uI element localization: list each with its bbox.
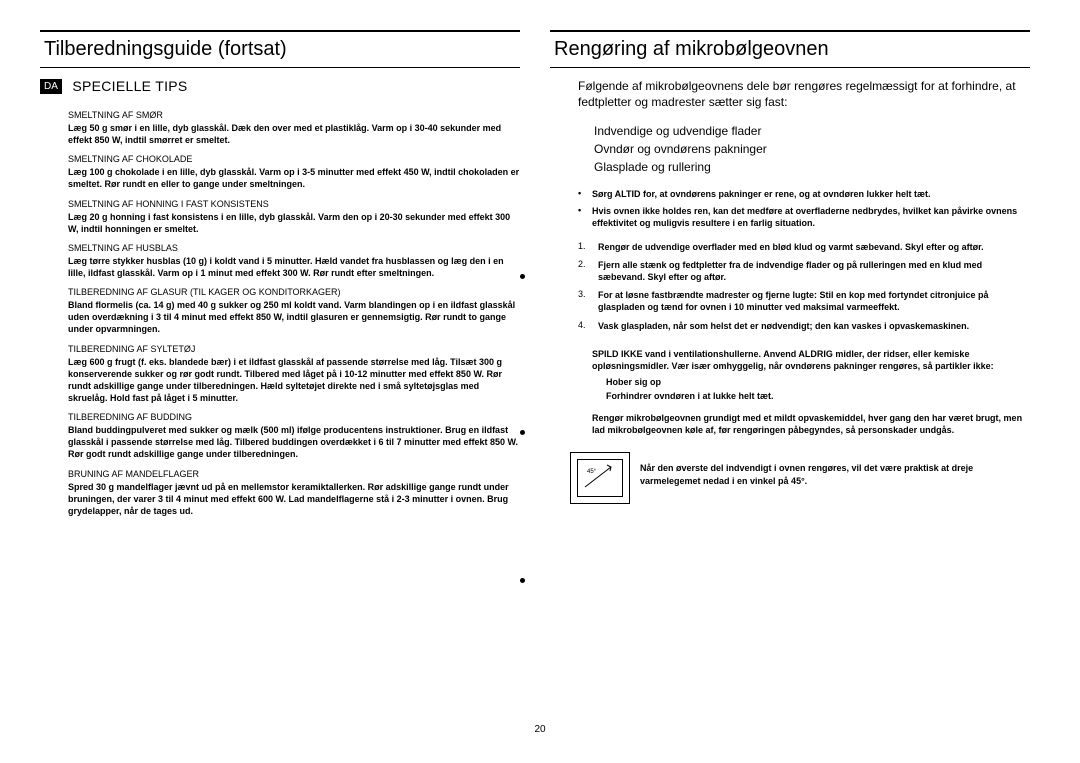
step-item: 3.For at løsne fastbrændte madrester og … xyxy=(550,289,1030,313)
warning-sublist: Hober sig op Forhindrer ovndøren i at luk… xyxy=(550,374,1030,402)
note-text: Når den øverste del indvendigt i ovnen r… xyxy=(640,452,1030,486)
bullet-text: Sørg ALTID for, at ovndørens pakninger e… xyxy=(592,188,931,200)
page-number: 20 xyxy=(534,724,545,735)
tip-subheading: SMELTNING AF HUSBLAS xyxy=(40,243,520,253)
surface-item: Ovndør og ovndørens pakninger xyxy=(594,140,1030,158)
right-title-bar: Rengøring af mikrobølgeovnen xyxy=(550,30,1030,68)
left-column: Tilberedningsguide (fortsat) DA SPECIELL… xyxy=(40,30,520,700)
margin-dot xyxy=(520,430,525,435)
step-number: 1. xyxy=(578,241,598,253)
spill-warning: SPILD IKKE vand i ventilationshullerne. … xyxy=(550,348,1030,372)
bullet-item: •Sørg ALTID for, at ovndørens pakninger … xyxy=(550,188,1030,200)
left-title-bar: Tilberedningsguide (fortsat) xyxy=(40,30,520,68)
margin-dot xyxy=(520,578,525,583)
step-item: 1.Rengør de udvendige overflader med en … xyxy=(550,241,1030,253)
right-column: Rengøring af mikrobølgeovnen Følgende af… xyxy=(550,30,1030,700)
tip-body: Læg 100 g chokolade i en lille, dyb glas… xyxy=(40,166,520,190)
step-text: Vask glaspladen, når som helst det er nø… xyxy=(598,320,969,332)
note-row: 45° Når den øverste del indvendigt i ovn… xyxy=(550,452,1030,504)
warning-sub-item: Hober sig op xyxy=(550,376,1030,388)
left-heading-row: DA SPECIELLE TIPS xyxy=(40,78,520,96)
step-number: 4. xyxy=(578,320,598,332)
tip-body: Læg tørre stykker husblas (10 g) i koldt… xyxy=(40,255,520,279)
tip-body: Læg 50 g smør i en lille, dyb glasskål. … xyxy=(40,122,520,146)
tips-list: SMELTNING AF SMØR Læg 50 g smør i en lill… xyxy=(40,102,520,519)
cleaning-warning: Rengør mikrobølgeovnen grundigt med et m… xyxy=(550,412,1030,436)
bullet-text: Hvis ovnen ikke holdes ren, kan det medf… xyxy=(592,205,1030,229)
bullet-dot-icon: • xyxy=(578,188,592,200)
tip-subheading: TILBEREDNING AF GLASUR (TIL KAGER OG KON… xyxy=(40,287,520,297)
section-heading: SPECIELLE TIPS xyxy=(72,78,187,94)
warning-sub-item: Forhindrer ovndøren i at lukke helt tæt. xyxy=(550,390,1030,402)
surface-item: Indvendige og udvendige flader xyxy=(594,122,1030,140)
tip-subheading: TILBEREDNING AF BUDDING xyxy=(40,412,520,422)
tip-body: Læg 20 g honning i fast konsistens i en … xyxy=(40,211,520,235)
heating-element-icon: 45° xyxy=(570,452,630,504)
page-columns: Tilberedningsguide (fortsat) DA SPECIELL… xyxy=(40,30,1040,700)
step-text: Fjern alle stænk og fedtpletter fra de i… xyxy=(598,259,1030,283)
tip-body: Bland flormelis (ca. 14 g) med 40 g sukk… xyxy=(40,299,520,335)
intro-text: Følgende af mikrobølgeovnens dele bør re… xyxy=(550,78,1030,110)
margin-dot xyxy=(520,274,525,279)
tip-body: Bland buddingpulveret med sukker og mælk… xyxy=(40,424,520,460)
language-badge: DA xyxy=(40,79,62,94)
left-title: Tilberedningsguide (fortsat) xyxy=(40,38,287,60)
step-item: 2.Fjern alle stænk og fedtpletter fra de… xyxy=(550,259,1030,283)
surfaces-list: Indvendige og udvendige fladerOvndør og … xyxy=(550,122,1030,176)
step-item: 4.Vask glaspladen, når som helst det er … xyxy=(550,320,1030,332)
step-number: 2. xyxy=(578,259,598,283)
angle-label: 45° xyxy=(587,469,597,475)
numbered-steps: 1.Rengør de udvendige overflader med en … xyxy=(550,241,1030,338)
tip-subheading: SMELTNING AF HONNING I FAST KONSISTENS xyxy=(40,199,520,209)
tip-subheading: SMELTNING AF CHOKOLADE xyxy=(40,154,520,164)
tip-body: Læg 600 g frugt (f. eks. blandede bær) i… xyxy=(40,356,520,405)
tip-subheading: SMELTNING AF SMØR xyxy=(40,110,520,120)
tip-subheading: TILBEREDNING AF SYLTETØJ xyxy=(40,344,520,354)
tip-body: Spred 30 g mandelflager jævnt ud på en m… xyxy=(40,481,520,517)
bullet-item: •Hvis ovnen ikke holdes ren, kan det med… xyxy=(550,205,1030,229)
step-number: 3. xyxy=(578,289,598,313)
surface-item: Glasplade og rullering xyxy=(594,158,1030,176)
step-text: Rengør de udvendige overflader med en bl… xyxy=(598,241,984,253)
bullet-dot-icon: • xyxy=(578,205,592,229)
warning-bullets: •Sørg ALTID for, at ovndørens pakninger … xyxy=(550,188,1030,232)
tip-subheading: BRUNING AF MANDELFLAGER xyxy=(40,469,520,479)
right-title: Rengøring af mikrobølgeovnen xyxy=(550,38,829,60)
step-text: For at løsne fastbrændte madrester og fj… xyxy=(598,289,1030,313)
